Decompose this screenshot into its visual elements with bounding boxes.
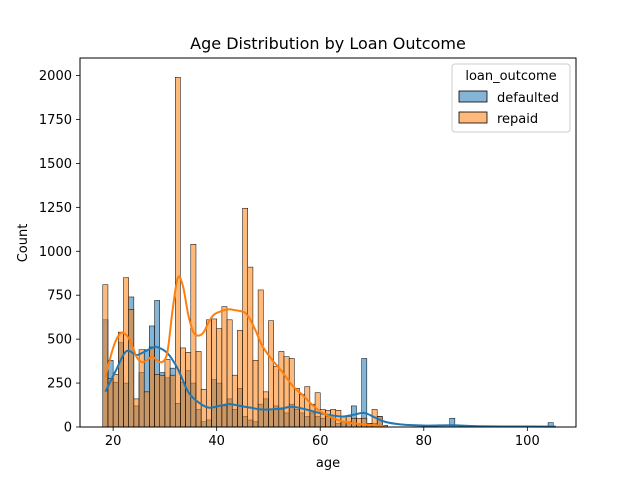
- bar-repaid-age-40: [216, 328, 223, 428]
- bar-repaid-age-61: [325, 410, 331, 428]
- bar-repaid-age-45: [242, 207, 248, 428]
- bar-repaid-age-30: [164, 359, 171, 428]
- bar-repaid-age-52: [278, 351, 285, 428]
- plot-frame: [79, 57, 577, 428]
- axes: 20 40 60 80 10002505007501000125015001750200…: [39, 57, 577, 449]
- legend-title: loan_outcome: [465, 69, 556, 84]
- legend-swatch-repaid: [458, 111, 488, 124]
- bar-repaid-age-57: [304, 386, 311, 428]
- legend: loan_outcome defaulted repaid: [451, 63, 571, 133]
- x-tick-label: 20: [105, 434, 122, 449]
- bar-repaid-age-53: [283, 356, 290, 428]
- bar-repaid-age-44: [237, 330, 243, 428]
- bar-repaid-age-27: [149, 346, 155, 428]
- x-tick-label: 40: [208, 434, 225, 449]
- bar-repaid-age-18: [102, 284, 109, 428]
- y-tick-label: 1250: [39, 201, 72, 216]
- bar-repaid-age-42: [226, 319, 233, 428]
- bar-repaid-age-68: [361, 417, 368, 428]
- legend-swatch-defaulted: [458, 90, 488, 103]
- bar-repaid-age-56: [299, 394, 305, 428]
- bar-repaid-age-51: [273, 366, 280, 428]
- bar-repaid-age-31: [169, 374, 176, 428]
- y-tick-label: 1750: [39, 113, 72, 128]
- bar-repaid-age-29: [159, 374, 166, 428]
- y-tick-label: 750: [47, 289, 72, 304]
- y-tick-label: 500: [47, 333, 72, 348]
- bar-repaid-age-46: [247, 266, 254, 428]
- bar-repaid-age-36: [195, 351, 202, 428]
- bar-repaid-age-50: [268, 320, 274, 428]
- x-tick-label: 100: [515, 434, 540, 449]
- y-tick-label: 1500: [39, 157, 72, 172]
- chart-title: Age Distribution by Loan Outcome: [190, 34, 466, 53]
- histogram-bars: [102, 77, 554, 428]
- bar-repaid-age-47: [252, 359, 259, 428]
- bar-repaid-age-24: [133, 398, 140, 428]
- legend-label-repaid: repaid: [497, 112, 538, 127]
- y-tick-label: 2000: [39, 69, 72, 84]
- bar-repaid-age-21: [118, 331, 124, 428]
- bar-repaid-age-20: [112, 374, 119, 428]
- legend-label-defaulted: defaulted: [497, 91, 559, 106]
- bar-repaid-age-48: [257, 289, 264, 428]
- bar-defaulted-age-68: [361, 358, 368, 428]
- bar-repaid-age-43: [231, 374, 238, 428]
- y-axis-label: Count: [16, 224, 31, 263]
- kde-curves: [104, 275, 556, 428]
- kde-line-defaulted: [104, 345, 556, 428]
- bar-repaid-age-26: [143, 391, 150, 428]
- bar-repaid-age-37: [200, 388, 207, 428]
- y-tick-label: 250: [47, 377, 72, 392]
- y-tick-label: 1000: [39, 245, 72, 260]
- bar-repaid-age-23: [128, 309, 135, 428]
- bar-repaid-age-38: [206, 319, 212, 428]
- kde-line-repaid: [104, 275, 386, 428]
- x-tick-label: 80: [416, 434, 433, 449]
- bar-repaid-age-54: [288, 358, 295, 428]
- bar-repaid-age-28: [154, 374, 160, 428]
- bar-repaid-age-67: [356, 417, 362, 428]
- x-axis-label: age: [316, 456, 340, 471]
- bar-repaid-age-39: [211, 318, 217, 428]
- x-tick-label: 60: [312, 434, 329, 449]
- y-tick-label: 0: [64, 421, 72, 436]
- bar-repaid-age-41: [221, 306, 228, 428]
